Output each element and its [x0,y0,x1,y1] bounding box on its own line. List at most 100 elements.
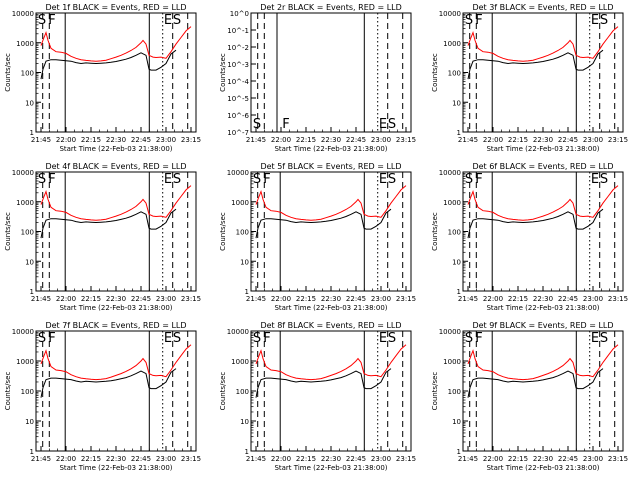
panel-7-xtick-label: 23:00 [156,455,176,463]
panel-6-xtick-label: 23:15 [608,295,628,303]
panel-9-ytick-label: 10000 [439,328,461,336]
panel-2-title: Det 2r BLACK = Events, RED = LLD [260,3,402,12]
panel-2-xtick-label: 23:15 [396,136,416,144]
panel-7-xtick-label: 21:45 [31,455,51,463]
panel-2-ylabel: Counts/sec [219,53,227,92]
panel-3-ytick-label: 1 [457,129,461,137]
panel-4-xtick-label: 23:15 [181,295,201,303]
panel-9-xtick-label: 23:00 [583,455,603,463]
panel-5-marker-F: F [263,172,270,187]
panel-4-title: Det 4f BLACK = Events, RED = LLD [45,162,186,171]
panel-5-ytick-label: 10000 [227,169,249,177]
panel-7-ytick-label: 100 [21,388,34,396]
panel-2-ytick-label: 10^0 [230,10,249,18]
panel-7-ytick-label: 10 [25,418,34,426]
panel-1-ytick-label: 1 [30,129,34,137]
panel-1-frame [35,12,197,133]
panel-1-xtick-label: 22:15 [81,136,101,144]
panel-7-xlabel: Start Time (22-Feb-03 21:38:00) [59,464,172,472]
panel-3-ytick-label: 10000 [439,10,461,18]
panel-2-ytick-label: 10^-1 [227,27,249,35]
panel-7-xtick-label: 22:30 [106,455,126,463]
panel-7-xtick-label: 23:15 [181,455,201,463]
panel-7-marker-E: E [164,331,172,346]
panel-7-xtick-label: 22:00 [56,455,76,463]
panel-5-xlabel: Start Time (22-Feb-03 21:38:00) [274,304,387,312]
panel-4-ytick-label: 1000 [16,199,34,207]
panel-5-xtick-label: 23:15 [396,295,416,303]
panel-8-xtick-label: 23:00 [371,455,391,463]
panel-1-marker-S-right: S [173,13,181,28]
panel-8-xtick-label: 22:30 [321,455,341,463]
panel-1-xtick-label: 23:15 [181,136,201,144]
panel-3-xtick-label: 22:15 [508,136,528,144]
panel-6-xtick-label: 22:30 [533,295,553,303]
panel-3-marker-S-right: S [600,13,608,28]
panel-5-xtick-label: 23:00 [371,295,391,303]
panel-2-xtick-label: 22:30 [321,136,341,144]
panel-6-xtick-label: 21:45 [458,295,478,303]
panel-3-xtick-label: 23:00 [583,136,603,144]
panel-8-marker-S-right: S [388,331,396,346]
panel-4-ytick-label: 10000 [12,169,34,177]
panel-5-marker-S-left: S [253,172,261,187]
panel-9-ytick-label: 1 [457,448,461,456]
panel-3-xlabel: Start Time (22-Feb-03 21:38:00) [486,145,599,153]
panel-7-marker-F: F [48,331,55,346]
panel-7-marker-S-left: S [38,331,46,346]
panel-3-series-lld [467,26,619,62]
panel-9-xtick-label: 22:00 [483,455,503,463]
panel-4-marker-S-right: S [173,172,181,187]
panel-6-marker-F: F [475,172,482,187]
panel-8-ytick-label: 1 [245,448,249,456]
panel-2-marker-S-right: S [388,117,396,132]
panel-8-series-lld [255,344,407,381]
panel-1-ytick-label: 10000 [12,10,34,18]
panel-9-xtick-label: 22:45 [558,455,578,463]
panel-7-ytick-label: 10000 [12,328,34,336]
panel-4-ytick-label: 100 [21,229,34,237]
panel-1-marker-E: E [164,13,172,28]
panel-4-xtick-label: 22:15 [81,295,101,303]
panel-8-marker-E: E [379,331,387,346]
panel-7-ylabel: Counts/sec [4,372,12,411]
panel-2-xtick-label: 23:00 [371,136,391,144]
panel-3-ytick-label: 100 [448,70,461,78]
panel-1-xtick-label: 22:45 [131,136,151,144]
panel-5-frame [250,171,412,292]
panel-8-xtick-label: 21:45 [246,455,266,463]
panel-9-marker-E: E [591,331,599,346]
panel-2-ytick-label: 10^-6 [227,112,249,120]
panel-1-xtick-label: 22:00 [56,136,76,144]
panel-5-marker-S-right: S [388,172,396,187]
panel-7-ytick-label: 1 [30,448,34,456]
panel-1-ytick-label: 10 [25,99,34,107]
panel-1-xlabel: Start Time (22-Feb-03 21:38:00) [59,145,172,153]
panel-7-series-events [40,368,177,398]
panel-6-marker-S-left: S [465,172,473,187]
panel-7-xtick-label: 22:15 [81,455,101,463]
panel-6-ytick-label: 100 [448,229,461,237]
panel-2-frame [250,12,412,133]
panel-6-xtick-label: 23:00 [583,295,603,303]
panel-4-ylabel: Counts/sec [4,212,12,251]
panel-7-series-lld [40,344,192,381]
panel-8-series-events [255,368,392,398]
panel-2-ytick-label: 10^-5 [227,95,249,103]
panel-9-xtick-label: 23:15 [608,455,628,463]
panel-6-title: Det 6f BLACK = Events, RED = LLD [472,162,613,171]
panel-8-xtick-label: 23:15 [396,455,416,463]
panel-9-ytick-label: 1000 [443,358,461,366]
panel-8-ytick-label: 10 [240,418,249,426]
panel-6-frame [462,171,624,292]
panel-9-ytick-label: 100 [448,388,461,396]
panel-1-ylabel: Counts/sec [4,53,12,92]
panel-6-xtick-label: 22:45 [558,295,578,303]
panel-3-series-events [467,49,604,80]
panel-9-marker-S-right: S [600,331,608,346]
panel-4-ytick-label: 1 [30,288,34,296]
panel-4-marker-S-left: S [38,172,46,187]
panel-1-series-events [40,49,177,80]
panel-8-marker-S-left: S [253,331,261,346]
panel-9-series-lld [467,344,619,381]
